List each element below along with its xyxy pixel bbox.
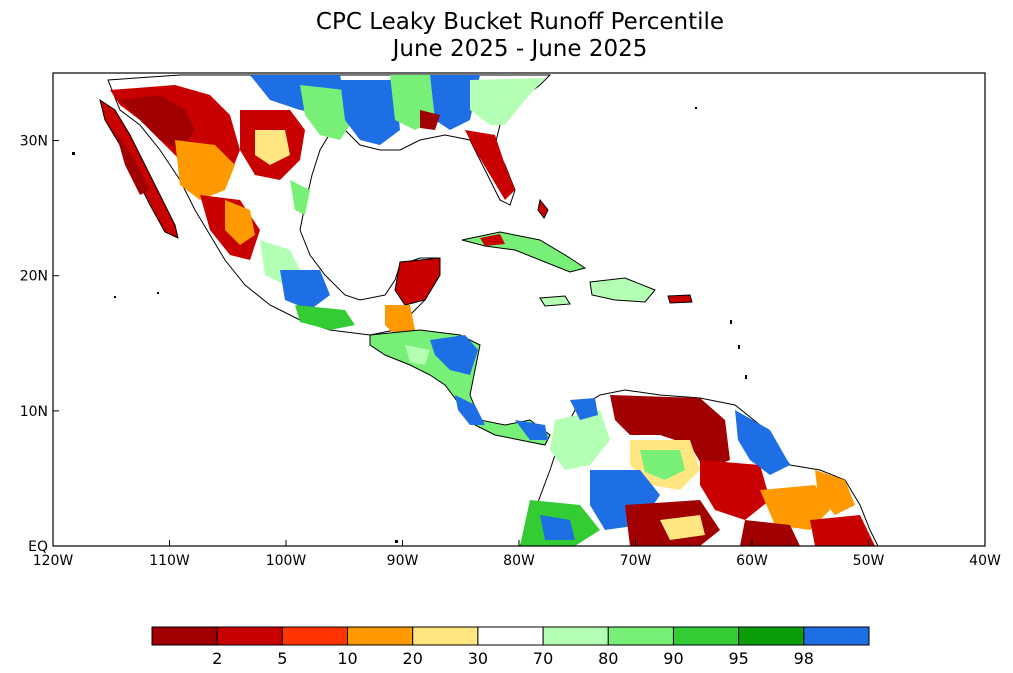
map-title-line2: June 2025 - June 2025 — [391, 36, 648, 62]
x-tick-label: 70W — [620, 553, 652, 569]
colorbar-swatch — [738, 626, 805, 646]
x-tick-label: 110W — [149, 553, 190, 569]
map-plot-area — [53, 73, 985, 546]
colorbar-label: 10 — [337, 649, 357, 668]
x-axis-ticks: 120W 110W 100W 90W 80W 70W 60W 50W 40W — [33, 540, 1001, 569]
colorbar-swatch — [347, 626, 414, 646]
colorbar-label: 30 — [468, 649, 488, 668]
colorbar-swatch — [412, 626, 479, 646]
x-tick-label: 50W — [853, 553, 885, 569]
x-tick-label: 90W — [387, 553, 419, 569]
colorbar: 2 5 10 20 30 70 80 90 95 98 — [151, 626, 870, 668]
colorbar-label: 95 — [728, 649, 748, 668]
x-tick-label: 100W — [266, 553, 307, 569]
colorbar-swatch — [281, 626, 349, 646]
colorbar-label: 70 — [533, 649, 553, 668]
colorbar-label: 5 — [277, 649, 287, 668]
x-tick-label: 120W — [33, 553, 74, 569]
colorbar-label: 98 — [794, 649, 814, 668]
y-tick-label: 10N — [20, 404, 48, 420]
y-axis-ticks: EQ 10N 20N 30N — [20, 134, 59, 555]
colorbar-swatch — [672, 626, 740, 646]
y-tick-label: 30N — [20, 134, 48, 150]
colorbar-swatch — [607, 626, 674, 646]
y-tick-label: 20N — [20, 269, 48, 285]
colorbar-swatch — [542, 626, 609, 646]
colorbar-label: 2 — [212, 649, 222, 668]
central-america-region — [369, 257, 551, 446]
y-tick-label: EQ — [28, 539, 48, 555]
small-islands — [72, 107, 747, 543]
caribbean-islands — [461, 198, 693, 307]
colorbar-swatch — [216, 626, 283, 646]
colorbar-swatch — [151, 626, 218, 646]
colorbar-swatch — [803, 626, 870, 646]
colorbar-label: 80 — [598, 649, 618, 668]
x-tick-label: 80W — [503, 553, 535, 569]
x-tick-label: 60W — [736, 553, 768, 569]
mexico-region — [107, 74, 441, 336]
x-tick-label: 40W — [969, 553, 1001, 569]
map-title-line1: CPC Leaky Bucket Runoff Percentile — [316, 9, 724, 35]
south-america-region — [519, 389, 879, 546]
southeast-us-region — [248, 74, 552, 206]
colorbar-label: 90 — [663, 649, 683, 668]
colorbar-swatch — [477, 626, 544, 646]
colorbar-label: 20 — [403, 649, 423, 668]
